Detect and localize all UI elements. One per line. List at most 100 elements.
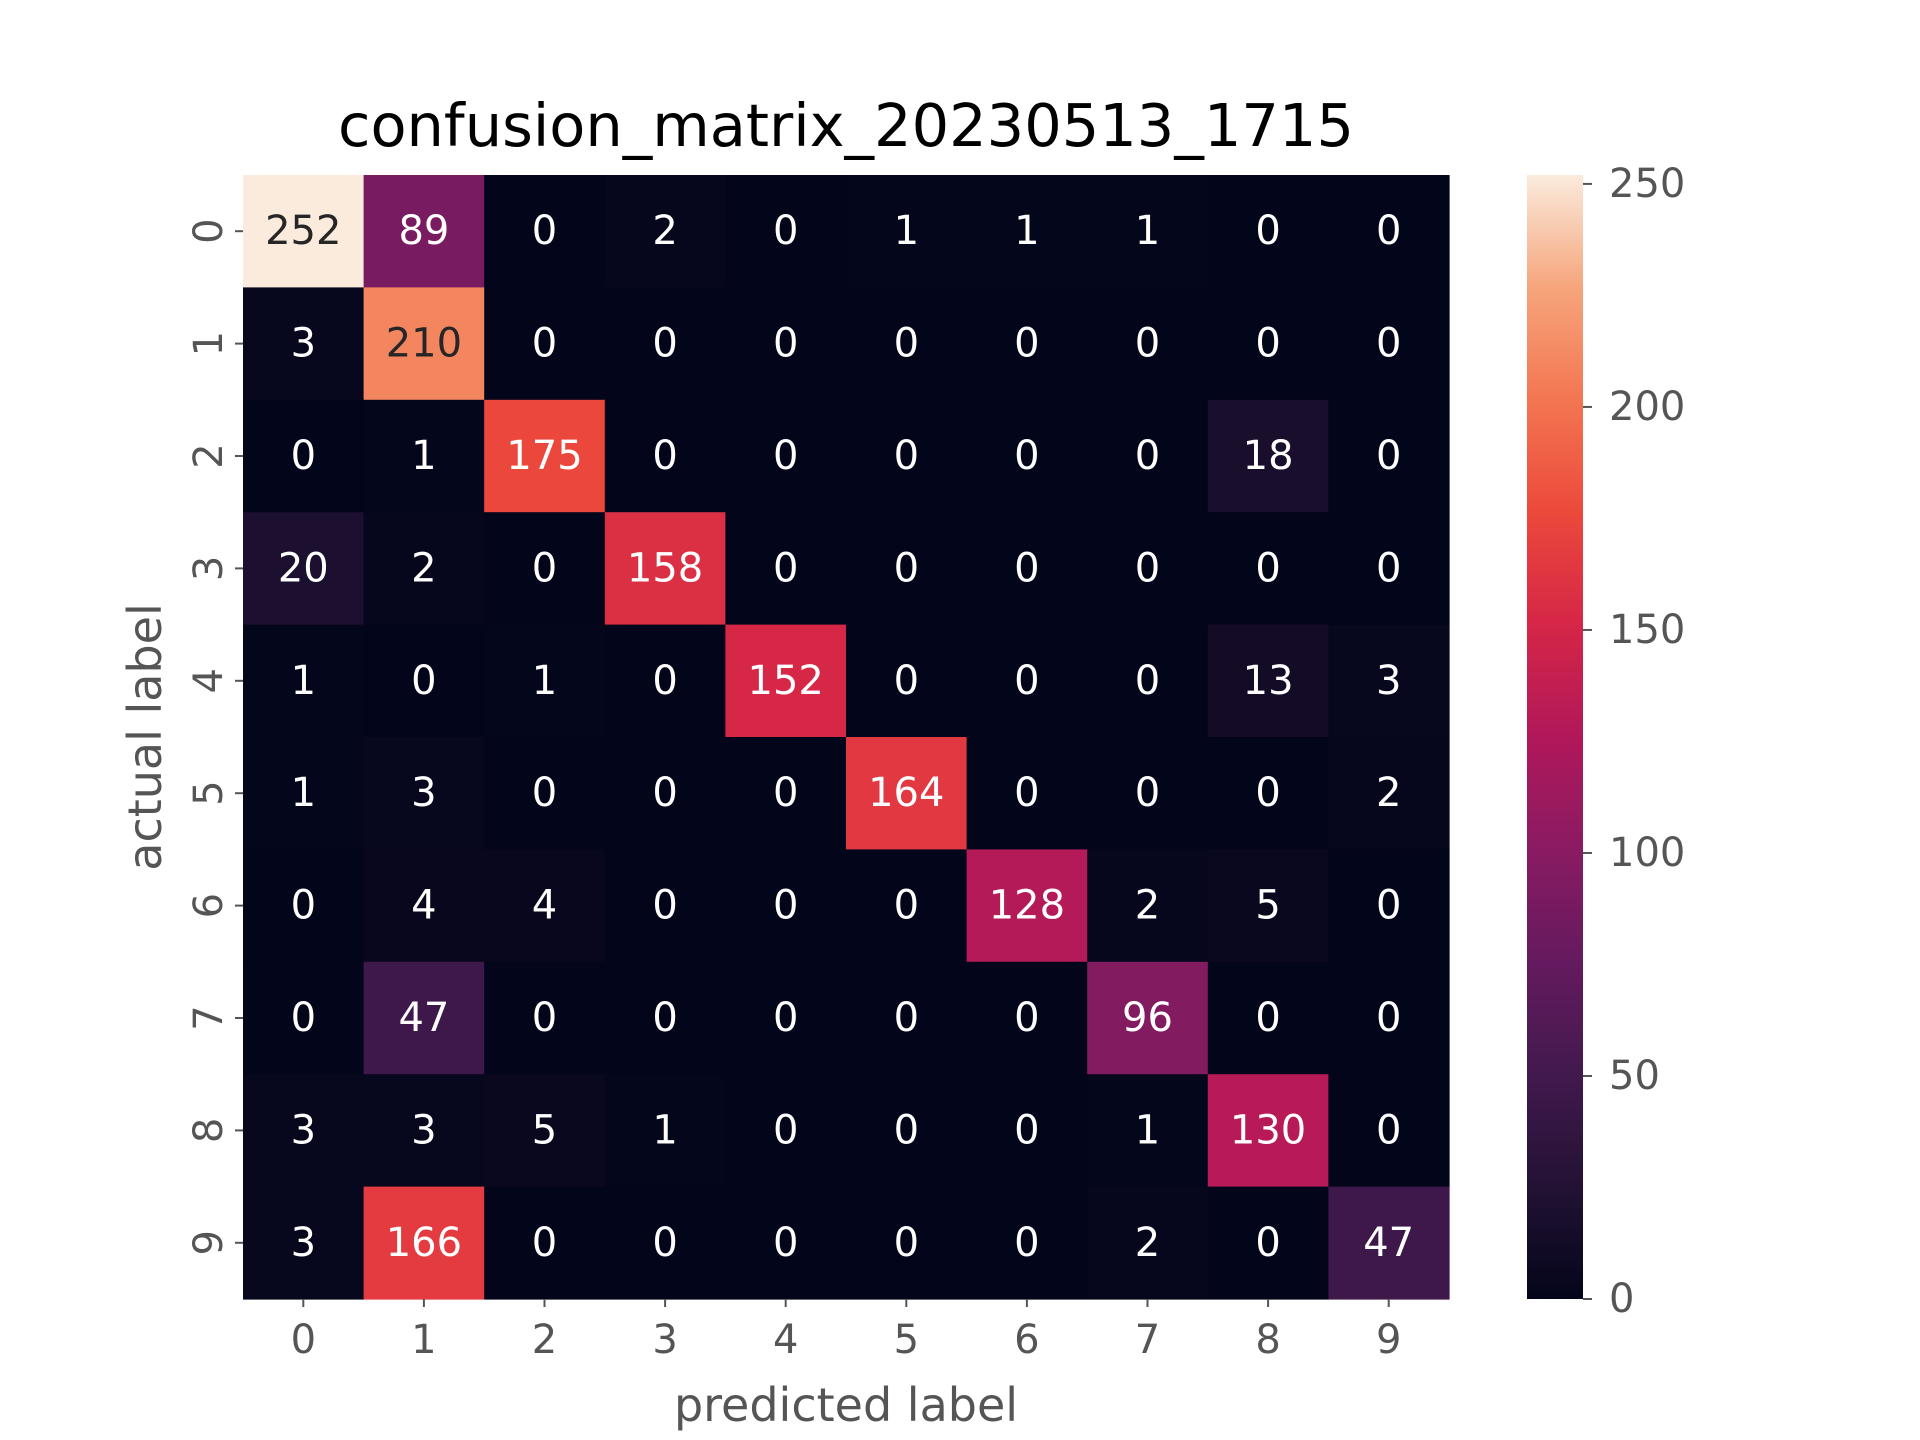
cell-value-label-r3-c7: 0 [1135,545,1160,591]
y-tick-label-2: 2 [186,443,232,468]
cell-value-label-r0-c6: 1 [1014,208,1039,254]
y-tick-label-5: 5 [186,780,232,805]
heatmap-cell-r0-c9 [1328,175,1450,288]
x-tick-label-3: 3 [652,1317,677,1363]
cell-value-label-r1-c6: 0 [1014,321,1039,367]
heatmap-cell-r9-c9 [1328,1186,1450,1300]
cell-value-label-r2-c5: 0 [894,433,919,479]
heatmap-cell-r8-c0 [243,1074,365,1188]
cell-value-label-r9-c9: 47 [1363,1220,1414,1266]
cell-value-label-r1-c2: 0 [532,321,557,367]
heatmap-cell-r8-c6 [966,1074,1088,1188]
heatmap-cell-r6-c5 [846,849,968,963]
cell-value-label-r9-c8: 0 [1255,1220,1280,1266]
chart-title: confusion_matrix_20230513_1715 [338,91,1354,160]
heatmap-cell-r0-c7 [1087,175,1209,288]
cell-value-label-r7-c7: 96 [1122,995,1173,1041]
cell-value-label-r3-c1: 2 [411,545,436,591]
x-axis-label: predicted label [674,1378,1018,1432]
cell-value-label-r4-c0: 1 [291,658,316,704]
heatmap-cell-r7-c8 [1207,961,1329,1075]
cell-value-label-r9-c6: 0 [1014,1220,1039,1266]
cell-value-label-r1-c4: 0 [773,321,798,367]
colorbar-tick-label-150: 150 [1609,607,1685,653]
cell-value-label-r5-c2: 0 [532,770,557,816]
heatmap-cell-r5-c1 [363,737,485,850]
heatmap-cell-r2-c8 [1207,399,1329,513]
heatmap-cell-r0-c2 [484,175,606,288]
cell-value-label-r6-c3: 0 [652,883,677,929]
colorbar-ticks: 0 50 100 150 200 250 [1583,161,1685,1322]
cell-value-label-r6-c1: 4 [411,883,436,929]
heatmap-cell-r3-c9 [1328,512,1450,626]
cell-value-label-r0-c5: 1 [894,208,919,254]
x-tick-label-9: 9 [1376,1317,1401,1363]
heatmap-cell-r7-c2 [484,961,606,1075]
cell-value-label-r1-c8: 0 [1255,321,1280,367]
heatmap-cell-r2-c2 [484,399,606,513]
heatmap-cell-r9-c6 [966,1186,1088,1300]
heatmap-cell-r0-c8 [1207,175,1329,288]
cell-value-label-r8-c6: 0 [1014,1107,1039,1153]
heatmap-cell-r6-c2 [484,849,606,963]
cell-value-label-r4-c7: 0 [1135,658,1160,704]
heatmap-cell-r3-c5 [846,512,968,626]
cell-value-label-r1-c7: 0 [1135,321,1160,367]
heatmap-cell-r9-c0 [243,1186,365,1300]
heatmap-cell-r0-c5 [846,175,968,288]
heatmap-cell-r6-c0 [243,849,365,963]
y-tick-label-3: 3 [186,556,232,581]
colorbar-tick-label-100: 100 [1609,830,1685,876]
cell-value-label-r3-c6: 0 [1014,545,1039,591]
colorbar-tick-label-0: 0 [1609,1276,1634,1322]
heatmap-cell-r3-c1 [363,512,485,626]
cell-value-label-r9-c4: 0 [773,1220,798,1266]
cell-value-label-r8-c9: 0 [1376,1107,1401,1153]
cell-value-label-r3-c0: 20 [278,545,329,591]
heatmap-cell-r3-c2 [484,512,606,626]
y-tick-label-1: 1 [186,331,232,356]
x-tick-label-7: 7 [1135,1317,1160,1363]
heatmap-cell-r1-c9 [1328,287,1450,401]
heatmap-cell-r5-c7 [1087,737,1209,850]
heatmap-cell-r5-c5 [846,737,968,850]
cell-value-label-r5-c6: 0 [1014,770,1039,816]
heatmap-cell-r1-c3 [604,287,726,401]
heatmap-cell-r1-c2 [484,287,606,401]
cell-value-label-r8-c0: 3 [291,1107,316,1153]
cell-value-label-r9-c3: 0 [652,1220,677,1266]
heatmap-cell-r5-c2 [484,737,606,850]
heatmap-cell-r9-c1 [363,1186,485,1300]
heatmap-cell-r4-c0 [243,624,365,738]
heatmap-cell-r1-c0 [243,287,365,401]
cell-value-label-r8-c5: 0 [894,1107,919,1153]
heatmap-cell-r1-c5 [846,287,968,401]
heatmap-cell-r0-c4 [725,175,847,288]
cell-value-label-r4-c1: 0 [411,658,436,704]
heatmap-cell-r5-c3 [604,737,726,850]
heatmap-cell-r8-c4 [725,1074,847,1188]
heatmap-cell-r3-c8 [1207,512,1329,626]
cell-value-label-r3-c3: 158 [627,545,703,591]
heatmap-cell-r8-c5 [846,1074,968,1188]
heatmap-cell-r5-c0 [243,737,365,850]
cell-value-label-r4-c6: 0 [1014,658,1039,704]
heatmap-cell-r8-c2 [484,1074,606,1188]
heatmap-cell-r3-c3 [604,512,726,626]
heatmap-cell-r7-c3 [604,961,726,1075]
cell-value-label-r3-c2: 0 [532,545,557,591]
heatmap-cell-r4-c7 [1087,624,1209,738]
cell-value-label-r7-c2: 0 [532,995,557,1041]
cell-value-label-r5-c3: 0 [652,770,677,816]
cell-value-label-r1-c9: 0 [1376,321,1401,367]
cell-value-label-r8-c3: 1 [652,1107,677,1153]
cell-value-label-r6-c2: 4 [532,883,557,929]
heatmap-cell-r7-c1 [363,961,485,1075]
cell-value-label-r4-c8: 13 [1243,658,1294,704]
heatmap-cell-r8-c1 [363,1074,485,1188]
cell-value-label-r1-c0: 3 [291,321,316,367]
cell-value-label-r0-c1: 89 [398,208,449,254]
heatmap-cell-r6-c3 [604,849,726,963]
y-tick-label-7: 7 [186,1005,232,1030]
cell-value-label-r0-c3: 2 [652,208,677,254]
